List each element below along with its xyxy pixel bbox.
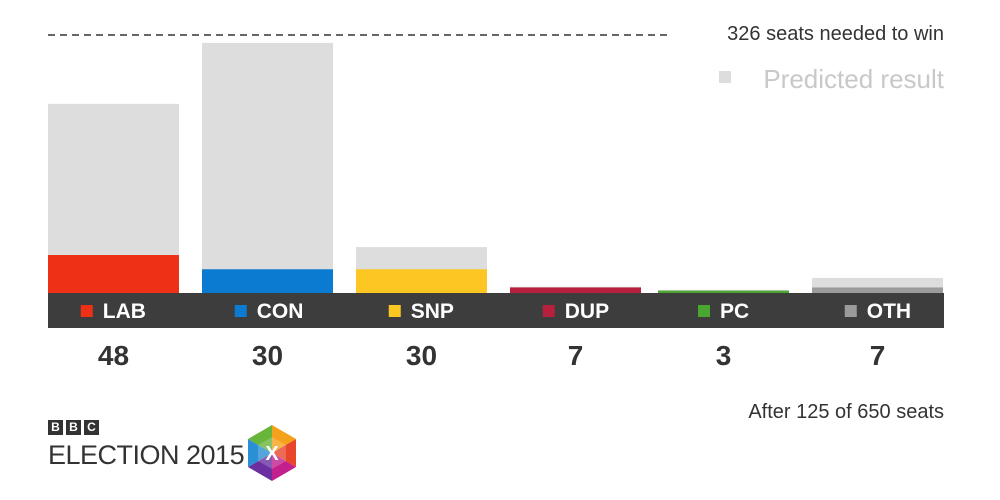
seat-value-dup: 7: [568, 340, 584, 371]
party-swatch-snp: [388, 305, 401, 317]
bbc-letter-b1: B: [48, 420, 63, 435]
bars-layer: [48, 42, 943, 294]
election-title: ELECTION 2015: [48, 440, 245, 470]
party-labels-layer: LAB CON SNP DUP PC OTH: [80, 300, 911, 323]
party-label-pc: PC: [720, 300, 749, 323]
party-label-con: CON: [257, 300, 304, 323]
bbc-letter-c: C: [84, 420, 99, 435]
party-label-dup: DUP: [565, 300, 609, 323]
seat-value-snp: 30: [406, 340, 437, 371]
election-cube-icon: X: [248, 425, 296, 481]
seat-value-pc: 3: [716, 340, 732, 371]
party-strip: [48, 293, 944, 328]
seats-needed-label: 326 seats needed to win: [727, 23, 944, 45]
seat-value-lab: 48: [98, 340, 129, 371]
bbc-letter-b2: B: [66, 420, 81, 435]
predicted-legend-swatch: [719, 71, 731, 83]
predicted-bar-con: [202, 42, 333, 294]
bbc-election-logo: B B C ELECTION 2015 X: [48, 420, 308, 490]
party-swatch-oth: [844, 305, 857, 317]
won-bar-pc: [658, 290, 789, 293]
won-bar-con: [202, 269, 333, 293]
party-swatch-lab: [80, 305, 93, 317]
party-swatch-con: [234, 305, 247, 317]
seat-value-con: 30: [252, 340, 283, 371]
won-bar-lab: [48, 255, 179, 293]
seats-declared-note: After 125 of 650 seats: [748, 401, 944, 423]
won-bar-snp: [356, 269, 487, 293]
won-bar-dup: [510, 287, 641, 293]
won-bar-oth: [812, 287, 943, 293]
predicted-legend-label: Predicted result: [763, 64, 944, 94]
party-label-oth: OTH: [867, 300, 911, 323]
party-label-snp: SNP: [411, 300, 454, 323]
party-swatch-dup: [542, 305, 555, 317]
party-label-lab: LAB: [103, 300, 146, 323]
seat-values-layer: 48 30 30 7 3 7: [98, 340, 885, 371]
cube-mark: X: [265, 443, 279, 465]
seat-value-oth: 7: [870, 340, 886, 371]
party-swatch-pc: [698, 305, 710, 317]
